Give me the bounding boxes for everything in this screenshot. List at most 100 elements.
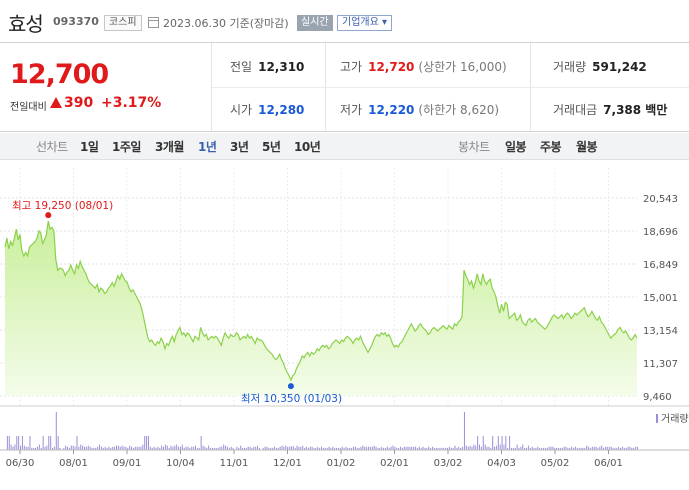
volume-bar: [20, 445, 22, 450]
y-tick-label: 20,543: [643, 194, 678, 205]
volume-bar: [100, 446, 102, 450]
upper-limit: (상한가 16,000): [418, 60, 507, 74]
volume-bar: [258, 447, 260, 450]
volume-bar: [574, 446, 576, 450]
stock-header: 효성 093370 코스피 2023.06.30 기준(장마감) 실시간 기업개…: [0, 0, 689, 42]
volume-bar: [191, 446, 193, 450]
volume-bar: [40, 447, 42, 450]
volume-bar: [454, 445, 456, 450]
price-area-fill: [5, 221, 637, 396]
volume-bar: [279, 446, 281, 450]
x-tick-label: 11/01: [220, 458, 249, 469]
volume-bar: [580, 447, 582, 450]
tab-period-1w[interactable]: 1주일: [112, 140, 141, 154]
volume-bar: [621, 446, 623, 450]
x-tick-label: 09/01: [113, 458, 142, 469]
volume-bar: [176, 444, 178, 450]
volume-bar: [482, 436, 484, 450]
volume-bar: [251, 447, 253, 450]
volume-bar: [616, 447, 618, 450]
volume-bar: [225, 445, 227, 450]
volume-bar: [23, 445, 25, 450]
volume-bar: [569, 447, 571, 450]
volume-bar: [586, 445, 588, 450]
volume-bar: [518, 447, 520, 450]
volume-bar: [138, 446, 140, 450]
tab-candle-daily[interactable]: 일봉: [505, 140, 527, 154]
volume-bar: [409, 446, 411, 450]
volume-bar: [467, 446, 469, 450]
volume-bar: [245, 447, 247, 450]
volume-bar: [307, 447, 309, 450]
volume-bar: [129, 445, 131, 450]
volume-bar: [469, 445, 471, 450]
x-tick-label: 06/01: [594, 458, 623, 469]
volume-bar: [211, 447, 213, 450]
volume-bar: [65, 445, 67, 450]
volume-bar: [416, 447, 418, 450]
volume-bar: [200, 436, 202, 450]
y-tick-label: 11,307: [643, 359, 678, 370]
volume-bar: [336, 447, 338, 450]
volume-bar: [213, 447, 215, 450]
volume-bar: [18, 436, 20, 450]
tab-period-5y[interactable]: 5년: [262, 140, 281, 154]
stock-code: 093370: [53, 15, 99, 28]
volume-bar: [334, 447, 336, 450]
current-price: 12,700: [10, 59, 109, 90]
volume-bar: [394, 446, 396, 450]
volume-legend-label: 거래량: [661, 413, 689, 425]
tab-period-1y[interactable]: 1년: [198, 140, 217, 154]
volume-bar: [614, 447, 616, 450]
volume-bar: [8, 436, 10, 450]
volume-bar: [127, 447, 129, 450]
tab-candle-monthly[interactable]: 월봉: [576, 140, 598, 154]
volume-bar: [400, 446, 401, 450]
realtime-button[interactable]: 실시간: [297, 15, 333, 31]
volume-bar: [563, 446, 565, 450]
price-line: [4, 220, 638, 382]
volume-bar: [328, 446, 330, 450]
volume-bar: [115, 445, 117, 450]
volume-bar: [383, 447, 385, 450]
y-tick-label: 15,001: [643, 293, 678, 304]
volume-bar: [153, 446, 155, 450]
volume-bar: [232, 447, 234, 450]
volume-bar: [593, 446, 595, 450]
volume-bar: [48, 436, 50, 450]
tab-period-1d[interactable]: 1일: [80, 140, 99, 154]
volume-bar: [72, 445, 74, 450]
volume-bar: [132, 447, 134, 450]
tab-period-10y[interactable]: 10년: [294, 140, 321, 154]
volume-bar: [240, 445, 242, 450]
volume-bar: [134, 446, 136, 450]
volume-bar: [522, 444, 524, 450]
volume-bar: [249, 446, 251, 450]
volume-bar: [426, 447, 428, 450]
volume-bar: [243, 447, 245, 450]
volume-bar: [371, 446, 373, 450]
volume-bar: [277, 447, 279, 450]
volume-bar: [571, 446, 573, 450]
volume-bar: [411, 446, 413, 450]
volume-bar: [452, 447, 454, 450]
market-badge: 코스피: [104, 15, 142, 31]
tab-period-3m[interactable]: 3개월: [155, 140, 184, 154]
tab-period-3y[interactable]: 3년: [230, 140, 249, 154]
volume-bar: [462, 446, 464, 450]
current-price-box: 12,700 전일대비 390 +3.17%: [0, 43, 212, 131]
company-info-dropdown[interactable]: 기업개요 ▾: [337, 15, 392, 31]
volume-bar: [74, 446, 76, 450]
volume-bar: [479, 444, 480, 450]
volume-bar: [439, 447, 441, 450]
volume-bar: [114, 446, 116, 450]
tab-candle-weekly[interactable]: 주봉: [540, 140, 562, 154]
volume-bar: [326, 447, 328, 450]
price-summary: 12,700 전일대비 390 +3.17% 전일 12,310 고가 12,720…: [0, 42, 689, 132]
volume-bar: [97, 446, 99, 450]
volume-bar: [208, 445, 210, 450]
volume-bar: [516, 444, 518, 450]
open-cell: 시가 12,280: [230, 101, 304, 118]
volume-bar: [238, 447, 240, 450]
volume-bar: [510, 447, 512, 450]
